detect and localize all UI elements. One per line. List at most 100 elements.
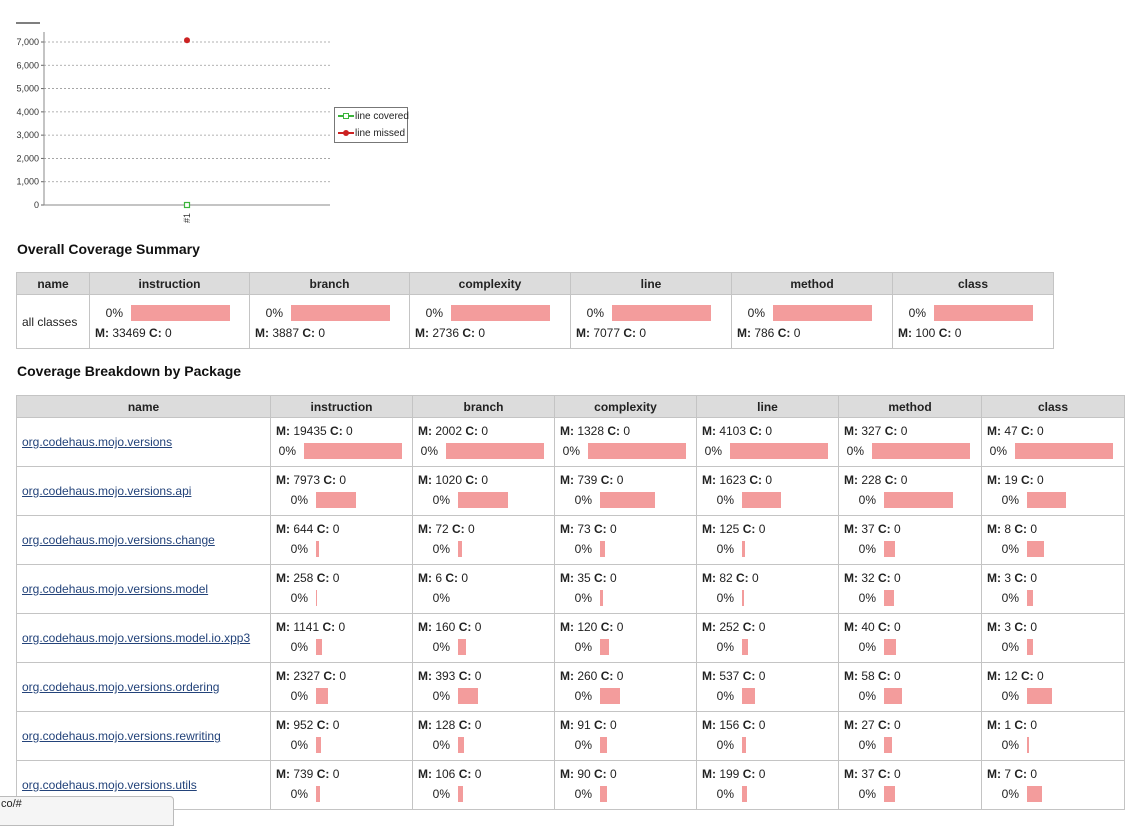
missed-label: M: (276, 522, 290, 536)
coverage-percent-line: 0% (987, 587, 1124, 609)
missed-label: M: (844, 669, 858, 683)
coverage-percent: 0% (716, 689, 734, 703)
package-row: org.codehaus.mojo.versions.model.io.xpp3… (16, 613, 1125, 663)
coverage-percent-line: 0% (702, 538, 838, 560)
package-metric-cell: M: 258 C: 0 0% (270, 564, 413, 614)
missed-covered-counts: M: 120 C: 0 (560, 618, 696, 636)
missed-count: 47 (1001, 424, 1022, 438)
package-metric-cell: M: 7 C: 0 0% (981, 760, 1125, 810)
missed-covered-counts: M: 260 C: 0 (560, 667, 696, 685)
package-metric-cell: M: 2327 C: 0 0% (270, 662, 413, 712)
package-metric-cell: M: 47 C: 0 0% (981, 417, 1125, 467)
covered-label: C: (323, 669, 337, 683)
covered-label: C: (149, 325, 162, 340)
coverage-bar (316, 688, 328, 704)
covered-label: C: (1021, 669, 1034, 683)
missed-label: M: (560, 473, 574, 487)
covered-label: C: (1014, 571, 1028, 585)
coverage-percent-line: 0% (560, 685, 696, 707)
missed-count: 19435 (290, 424, 331, 438)
covered-count: 0 (329, 571, 340, 585)
covered-count: 0 (478, 424, 489, 438)
covered-label: C: (445, 571, 459, 585)
package-link[interactable]: org.codehaus.mojo.versions.ordering (22, 680, 220, 694)
coverage-percent-line: 0% (987, 685, 1124, 707)
missed-covered-counts: M: 3 C: 0 (987, 618, 1124, 636)
column-header-branch: branch (412, 395, 555, 418)
coverage-bar (884, 786, 895, 802)
coverage-percent: 0% (574, 787, 592, 801)
missed-covered-counts: M: 228 C: 0 (844, 471, 981, 489)
package-link[interactable]: org.codehaus.mojo.versions.model.io.xpp3 (22, 631, 251, 645)
coverage-percent-line: 0% (844, 636, 981, 658)
missed-count: 91 (574, 718, 595, 732)
coverage-percent-line: 0% (418, 685, 554, 707)
package-metric-cell: M: 37 C: 0 0% (838, 515, 982, 565)
package-metric-cell: M: 82 C: 0 0% (696, 564, 839, 614)
missed-count: 1 (1001, 718, 1015, 732)
covered-label: C: (1014, 522, 1028, 536)
missed-covered-counts: M: 19 C: 0 (987, 471, 1124, 489)
coverage-bar (1027, 590, 1033, 606)
coverage-percent-line: 0% (276, 587, 412, 609)
missed-label: M: (418, 571, 432, 585)
coverage-percent: 0% (858, 542, 876, 556)
coverage-percent: 0% (574, 542, 592, 556)
coverage-bar (612, 304, 711, 321)
covered-count: 0 (755, 767, 766, 781)
coverage-bar (1027, 786, 1042, 802)
package-link[interactable]: org.codehaus.mojo.versions.utils (22, 778, 197, 792)
coverage-percent: 0% (858, 738, 876, 752)
package-metric-cell: M: 27 C: 0 0% (838, 711, 982, 761)
coverage-bar (458, 492, 508, 508)
missed-label: M: (560, 571, 574, 585)
package-metric-cell: M: 128 C: 0 0% (412, 711, 555, 761)
covered-count: 0 (951, 325, 962, 340)
package-metric-cell: M: 739 C: 0 0% (554, 466, 697, 516)
coverage-bar (316, 639, 322, 655)
coverage-percent: 0% (290, 787, 308, 801)
missed-count: 82 (716, 571, 737, 585)
package-name-cell: org.codehaus.mojo.versions.ordering (16, 662, 271, 712)
covered-count: 0 (1027, 767, 1038, 781)
coverage-percent-line: 0% (95, 302, 249, 324)
package-link[interactable]: org.codehaus.mojo.versions.change (22, 533, 215, 547)
missed-label: M: (844, 718, 858, 732)
coverage-bar (884, 590, 894, 606)
coverage-percent: 0% (704, 444, 722, 458)
missed-covered-counts: M: 82 C: 0 (702, 569, 838, 587)
covered-label: C: (458, 767, 472, 781)
package-row: org.codehaus.mojo.versions.utils M: 739 C… (16, 760, 1125, 810)
missed-label: M: (418, 718, 432, 732)
coverage-bar (600, 688, 620, 704)
package-link[interactable]: org.codehaus.mojo.versions.api (22, 484, 192, 498)
covered-count: 0 (890, 767, 901, 781)
missed-covered-counts: M: 252 C: 0 (702, 618, 838, 636)
missed-covered-counts: M: 7973 C: 0 (276, 471, 412, 489)
missed-label: M: (418, 424, 432, 438)
covered-label: C: (1014, 767, 1028, 781)
coverage-percent: 0% (290, 591, 308, 605)
missed-covered-counts: M: 393 C: 0 (418, 667, 554, 685)
coverage-percent-line: 0% (702, 734, 838, 756)
package-link[interactable]: org.codehaus.mojo.versions (22, 435, 173, 449)
missed-count: 37 (858, 767, 879, 781)
covered-count: 0 (471, 767, 482, 781)
missed-count: 27 (858, 718, 879, 732)
missed-label: M: (418, 522, 432, 536)
package-link[interactable]: org.codehaus.mojo.versions.rewriting (22, 729, 221, 743)
package-link[interactable]: org.codehaus.mojo.versions.model (22, 582, 209, 596)
missed-label: M: (987, 669, 1001, 683)
missed-count: 40 (858, 620, 879, 634)
missed-covered-counts: M: 644 C: 0 (276, 520, 412, 538)
missed-count: 2327 (290, 669, 324, 683)
coverage-bar (884, 688, 902, 704)
covered-label: C: (878, 767, 891, 781)
missed-count: 7973 (290, 473, 324, 487)
coverage-percent-line: 0% (276, 783, 412, 805)
coverage-percent-line: 0% (844, 440, 981, 462)
covered-count: 0 (329, 718, 340, 732)
missed-covered-counts: M: 7077 C: 0 (576, 324, 731, 342)
missed-covered-counts: M: 1020 C: 0 (418, 471, 554, 489)
missed-covered-counts: M: 1328 C: 0 (560, 422, 696, 440)
